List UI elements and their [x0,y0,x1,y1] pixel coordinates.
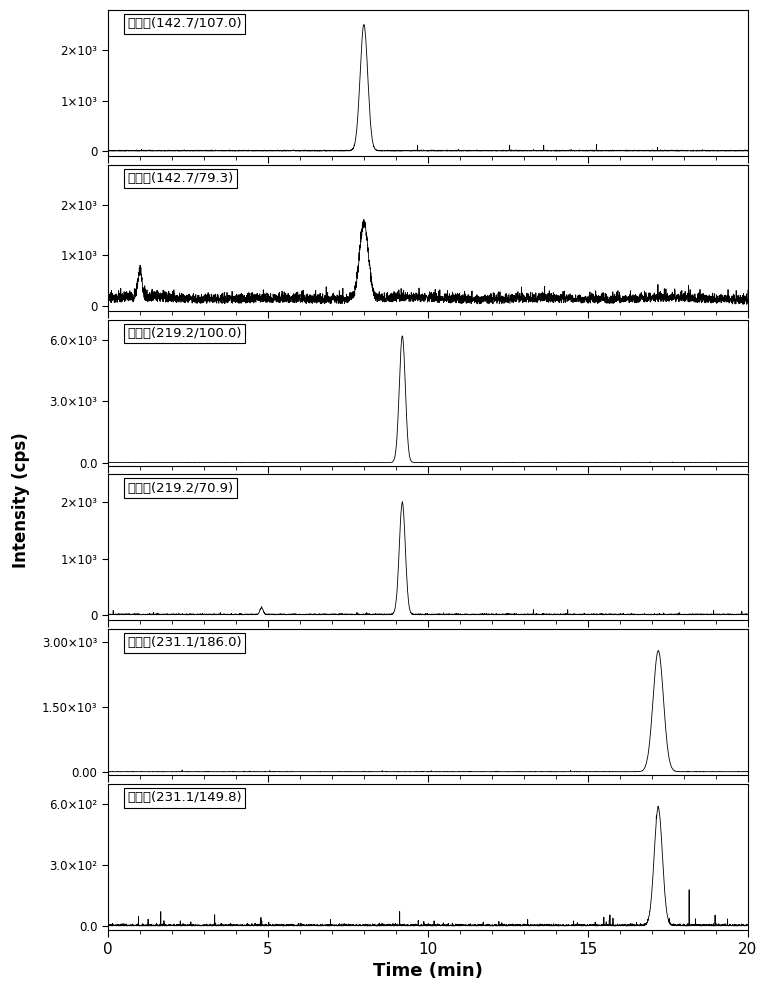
Text: 乙烯利(142.7/79.3): 乙烯利(142.7/79.3) [127,172,234,185]
Text: 乙烯利(142.7/107.0): 乙烯利(142.7/107.0) [127,17,242,30]
Text: 噪苯隆(231.1/149.8): 噪苯隆(231.1/149.8) [127,791,242,804]
Text: Intensity (cps): Intensity (cps) [12,432,29,568]
Text: 噪苯隆(219.2/100.0): 噪苯隆(219.2/100.0) [127,327,241,340]
Text: 噪苯隆(231.1/186.0): 噪苯隆(231.1/186.0) [127,636,242,649]
X-axis label: Time (min): Time (min) [373,962,483,980]
Text: 噪苯隆(219.2/70.9): 噪苯隆(219.2/70.9) [127,482,234,495]
